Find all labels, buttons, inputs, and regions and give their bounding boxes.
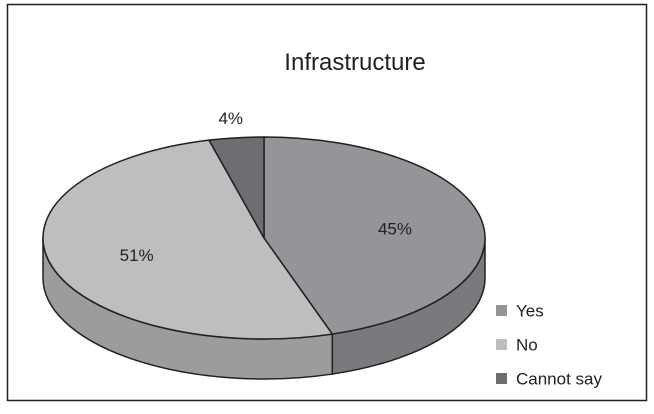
legend-label-yes: Yes [516,302,544,321]
pie-labels: 45% 51% 4% [120,109,412,265]
data-label-yes: 45% [378,220,412,239]
legend: Yes No Cannot say [496,302,602,389]
legend-label-cannot-say: Cannot say [516,370,602,389]
chart-title: Infrastructure [284,49,425,76]
legend-swatch-no [496,339,507,350]
pie-slice-yes [263,136,486,335]
data-label-cannot-say: 4% [218,109,243,128]
data-label-no: 51% [120,246,154,265]
legend-swatch-cannot-say [496,373,507,384]
pie-slice-cannot-say [208,136,265,239]
legend-swatch-yes [496,305,507,316]
legend-label-no: No [516,336,538,355]
pie-tops [42,136,486,340]
pie-slice-no [42,139,334,340]
